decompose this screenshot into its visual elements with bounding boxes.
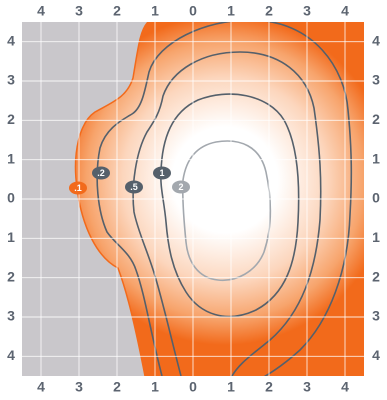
contour-marker-badge [172, 180, 190, 194]
bottom-tick-label: 0 [189, 379, 197, 395]
top-tick-label: 2 [113, 3, 121, 19]
top-tick-label: 4 [341, 3, 349, 19]
left-tick-label: 4 [7, 32, 15, 48]
contour-marker-label: .2 [97, 168, 105, 178]
bottom-axis-ticks: 4 3 2 1 0 1 2 3 4 [37, 379, 349, 395]
contour-marker-badge [92, 166, 110, 180]
bottom-tick-label: 4 [341, 379, 349, 395]
contour-marker-badge [125, 180, 143, 194]
contour-marker: .2 [92, 166, 110, 180]
grid-lines [22, 22, 364, 376]
top-axis-ticks: 4 3 2 1 0 1 2 3 4 [37, 3, 349, 19]
bottom-tick-label: 1 [151, 379, 159, 395]
contour-line-1 [160, 93, 300, 318]
bottom-tick-label: 2 [113, 379, 121, 395]
top-tick-label: 0 [189, 3, 197, 19]
contour-marker-badge [69, 181, 87, 195]
contour-marker-label: .1 [74, 183, 82, 193]
top-tick-label: 1 [151, 3, 159, 19]
top-tick-label: 1 [227, 3, 235, 19]
right-tick-label: 2 [372, 268, 380, 284]
left-tick-label: 2 [7, 268, 15, 284]
heat-region-edge [74, 22, 149, 376]
top-tick-label: 4 [37, 3, 45, 19]
right-tick-label: 1 [372, 229, 380, 245]
left-tick-label: 1 [7, 150, 15, 166]
contour-marker: 1 [153, 166, 171, 180]
right-tick-label: 4 [372, 32, 380, 48]
left-tick-label: 1 [7, 229, 15, 245]
right-tick-label: 3 [372, 308, 380, 324]
right-tick-label: 3 [372, 72, 380, 88]
left-tick-label: 4 [7, 347, 15, 363]
bottom-tick-label: 3 [303, 379, 311, 395]
left-tick-label: 0 [7, 190, 15, 206]
contour-marker-label: .5 [130, 182, 138, 192]
bottom-tick-label: 1 [227, 379, 235, 395]
right-tick-label: 0 [372, 190, 380, 206]
right-axis-ticks: 4 3 2 1 0 1 2 3 4 [372, 32, 380, 363]
bottom-tick-label: 3 [75, 379, 83, 395]
top-tick-label: 3 [75, 3, 83, 19]
contour-marker: 2 [172, 180, 190, 194]
contour-marker: .1 [69, 181, 87, 195]
contour-markers: .1 .2 .5 1 2 [69, 166, 190, 195]
top-tick-label: 2 [265, 3, 273, 19]
contour-marker-label: 1 [159, 168, 164, 178]
contour-marker-label: 2 [178, 182, 183, 192]
right-tick-label: 1 [372, 150, 380, 166]
left-axis-ticks: 4 3 2 1 0 1 2 3 4 [7, 32, 15, 363]
left-tick-label: 2 [7, 111, 15, 127]
top-tick-label: 3 [303, 3, 311, 19]
bottom-tick-label: 2 [265, 379, 273, 395]
right-tick-label: 2 [372, 111, 380, 127]
contour-line-2 [181, 140, 272, 281]
contour-marker: .5 [125, 180, 143, 194]
left-tick-label: 3 [7, 308, 15, 324]
right-tick-label: 4 [372, 347, 380, 363]
contour-marker-badge [153, 166, 171, 180]
contour-line-0.2 [96, 22, 353, 376]
bottom-tick-label: 4 [37, 379, 45, 395]
left-tick-label: 3 [7, 72, 15, 88]
contour-line-0.5 [132, 51, 322, 376]
